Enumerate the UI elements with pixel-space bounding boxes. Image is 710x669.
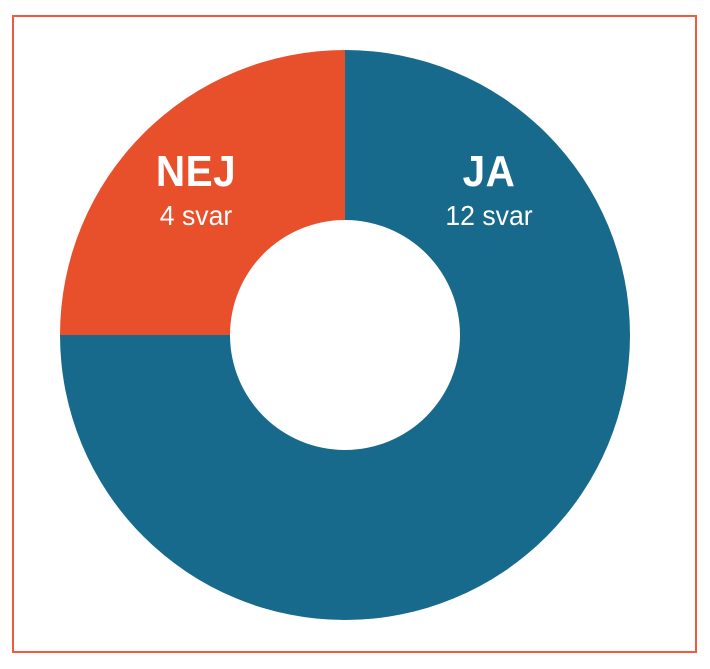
donut-segment-nej xyxy=(60,50,345,335)
chart-border-frame xyxy=(12,15,697,653)
donut-segment-ja xyxy=(60,50,630,620)
